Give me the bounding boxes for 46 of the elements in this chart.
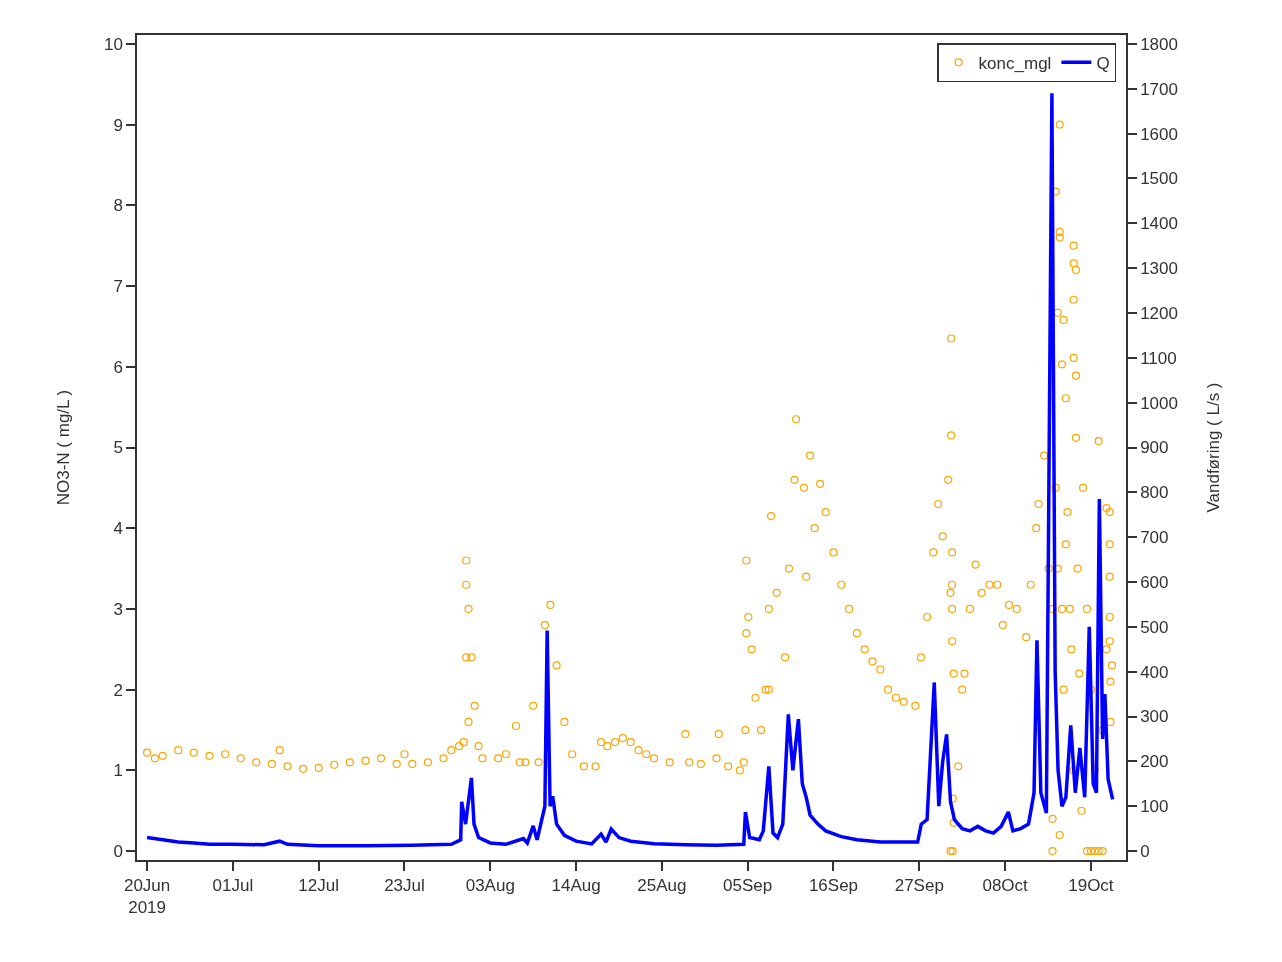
x-tick-label: 25Aug	[637, 876, 687, 896]
legend-label: Q	[1096, 53, 1110, 73]
y-tick-label: 1	[113, 761, 123, 781]
y2-tick-label: 1000	[1140, 393, 1178, 413]
x-tick-label: 23Jul	[384, 876, 425, 896]
y-tick-label: 9	[113, 115, 123, 135]
y2-tick-label: 1800	[1140, 34, 1178, 54]
y2-axis-title: Vandføring ( L/s )	[1203, 382, 1223, 513]
y-tick-label: 4	[113, 519, 123, 539]
x-tick-label: 03Aug	[465, 876, 515, 896]
y2-tick-label: 0	[1140, 841, 1150, 861]
y-tick-label: 6	[113, 357, 123, 377]
y2-tick-label: 1700	[1140, 79, 1178, 99]
y-tick-label: 5	[113, 438, 123, 458]
x-tick-label: 12Jul	[298, 876, 339, 896]
y-tick-label: 3	[113, 599, 123, 619]
x-tick-label: 05Sep	[723, 876, 773, 896]
x-tick-label: 19Oct	[1068, 876, 1114, 896]
y2-tick-label: 1500	[1140, 169, 1178, 189]
x-tick-label: 27Sep	[894, 876, 944, 896]
y-axis-title: NO3-N ( mg/L )	[53, 389, 73, 506]
y2-tick-label: 800	[1140, 483, 1169, 503]
y2-tick-label: 300	[1140, 707, 1169, 727]
y2-tick-label: 1100	[1140, 348, 1177, 368]
x-tick-label: 20Jun 2019	[123, 876, 171, 918]
x-tick-label: 14Aug	[551, 876, 601, 896]
y-tick-label: 2	[113, 680, 123, 700]
x-tick-label: 01Jul	[212, 876, 254, 896]
y2-tick-label: 600	[1140, 572, 1169, 592]
y2-tick-label: 200	[1140, 752, 1169, 772]
y2-tick-label: 1600	[1140, 124, 1178, 144]
y-tick-label: 8	[113, 196, 123, 216]
y2-tick-label: 400	[1140, 662, 1169, 682]
y-tick-label: 0	[113, 842, 123, 862]
y-tick-label: 10	[103, 34, 123, 54]
y2-tick-label: 1200	[1140, 303, 1178, 323]
y-tick-label: 7	[113, 277, 123, 296]
x-tick-label: 08Oct	[982, 876, 1029, 896]
y2-tick-label: 100	[1140, 797, 1169, 817]
y2-tick-label: 500	[1140, 617, 1169, 637]
y2-tick-label: 700	[1140, 528, 1169, 548]
x-tick-label: 16Sep	[808, 876, 859, 896]
y2-tick-label: 900	[1140, 438, 1169, 458]
y2-tick-label: 1300	[1140, 259, 1178, 279]
legend-label: konc_mgl	[978, 53, 1052, 73]
y2-tick-label: 1400	[1140, 214, 1178, 234]
